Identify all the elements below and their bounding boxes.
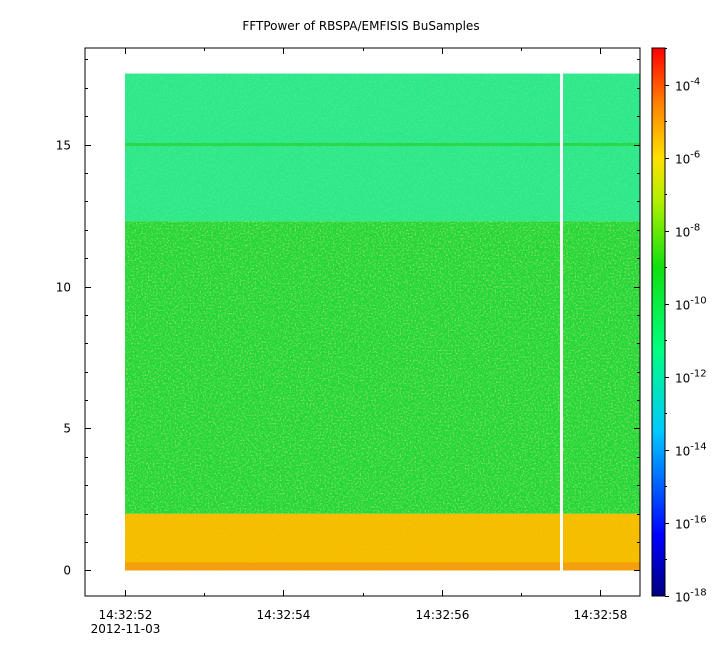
plot-area <box>125 72 640 572</box>
y-tick-label: 15 <box>56 139 71 153</box>
colorbar-tick-base: 10 <box>675 153 690 167</box>
y-tick-label: 10 <box>56 281 71 295</box>
x-tick-label: 14:32:52 <box>99 608 153 622</box>
y-tick-label: 5 <box>63 422 71 436</box>
colorbar-tick-exponent: -18 <box>690 588 706 599</box>
colorbar-tick-exponent: -4 <box>690 77 700 88</box>
colorbar-tick-exponent: -8 <box>690 223 700 234</box>
colorbar-tick-label: 10-12 <box>675 369 707 386</box>
colorbar-tick-exponent: -16 <box>690 515 706 526</box>
colorbar-tick-label: 10-18 <box>675 588 707 605</box>
colorbar-tick-label: 10-10 <box>675 296 707 313</box>
spectral-line <box>561 143 640 147</box>
colorbar-tick-exponent: -14 <box>690 442 706 453</box>
colorbar-tick-base: 10 <box>675 80 690 94</box>
plot-frame <box>84 47 641 597</box>
colorbar-tick-base: 10 <box>675 445 690 459</box>
colorbar-tick-exponent: -10 <box>690 296 706 307</box>
colorbar-tick-exponent: -6 <box>690 150 700 161</box>
x-tick-label: 14:32:54 <box>257 608 311 622</box>
spectrogram-band-noise <box>125 221 640 514</box>
data-gap <box>560 72 563 572</box>
spectrogram-band-noise <box>125 513 640 571</box>
colorbar-tick-base: 10 <box>675 299 690 313</box>
spectral-line <box>125 143 561 147</box>
colorbar-tick-base: 10 <box>675 372 690 386</box>
spectrogram-band-noise <box>125 73 640 222</box>
colorbar-tick-label: 10-6 <box>675 150 700 167</box>
x-tick-label: 14:32:58 <box>574 608 628 622</box>
colorbar-tick-label: 10-4 <box>675 77 700 94</box>
colorbar-tick-base: 10 <box>675 518 690 532</box>
y-tick-label: 0 <box>63 564 71 578</box>
x-tick-sublabel: 2012-11-03 <box>91 622 161 636</box>
chart-title: FFTPower of RBSPA/EMFISIS BuSamples <box>242 19 479 33</box>
colorbar-tick-label: 10-14 <box>675 442 707 459</box>
colorbar-tick-label: 10-8 <box>675 223 700 240</box>
colorbar-tick-label: 10-16 <box>675 515 707 532</box>
x-tick-label: 14:32:56 <box>416 608 470 622</box>
colorbar-tick-base: 10 <box>675 226 690 240</box>
colorbar-tick-base: 10 <box>675 591 690 605</box>
colorbar-gradient <box>651 47 666 597</box>
colorbar-tick-exponent: -12 <box>690 369 706 380</box>
spectrogram-band-edge <box>125 562 640 571</box>
